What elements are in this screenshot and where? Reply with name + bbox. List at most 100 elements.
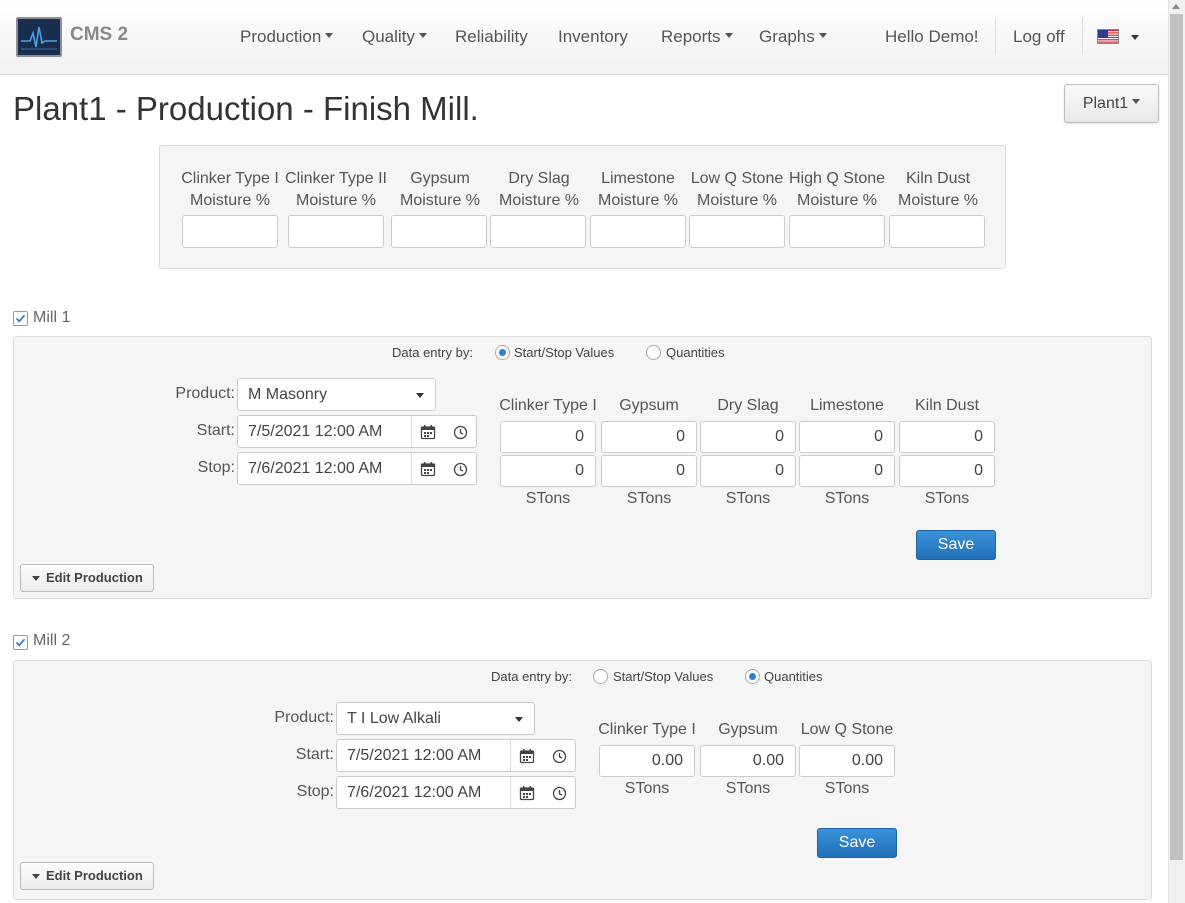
divider — [510, 740, 511, 771]
nav-reports[interactable]: Reports — [661, 26, 733, 48]
mill2-edit-production-button[interactable]: Edit Production — [20, 862, 154, 890]
cms-logo-icon — [16, 17, 62, 57]
mill1-radio-quantities-label[interactable]: Quantities — [666, 345, 725, 360]
moisture-input-gypsum[interactable] — [391, 215, 487, 248]
mill1-stop-kiln-dust[interactable]: 0 — [899, 455, 995, 487]
mill1-start-dry-slag[interactable]: 0 — [700, 421, 796, 453]
mill2-label[interactable]: Mill 2 — [33, 632, 71, 649]
chevron-down-icon — [515, 717, 523, 722]
moisture-input-dry-slag[interactable] — [490, 215, 586, 248]
moisture-input-high-q-stone[interactable] — [789, 215, 885, 248]
scrollbar-thumb[interactable] — [1170, 14, 1183, 860]
mill1-radio-startstop-label[interactable]: Start/Stop Values — [514, 345, 615, 360]
mill1-col-dry-slag: Dry Slag — [717, 397, 779, 414]
nav-divider — [995, 18, 996, 55]
language-caret-icon[interactable] — [1131, 35, 1139, 40]
chevron-down-icon — [416, 393, 424, 398]
us-flag-icon[interactable] — [1097, 29, 1119, 44]
mill2-qty-low-q-stone[interactable]: 0.00 — [799, 745, 895, 777]
divider — [411, 453, 412, 484]
triangle-down-icon — [32, 576, 40, 581]
mill1-stop-datetime[interactable]: 7/6/2021 12:00 AM — [237, 452, 477, 485]
calendar-icon[interactable] — [420, 424, 436, 440]
calendar-icon[interactable] — [420, 461, 436, 477]
mill1-col-gypsum: Gypsum — [619, 397, 679, 414]
moisture-panel: Clinker Type I Moisture % Clinker Type II… — [159, 145, 1006, 269]
mill1-label[interactable]: Mill 1 — [33, 309, 71, 326]
mill2-start-datetime[interactable]: 7/5/2021 12:00 AM — [336, 739, 576, 772]
logoff-link[interactable]: Log off — [1013, 27, 1065, 46]
mill2-product-select[interactable]: T I Low Alkali — [336, 702, 535, 735]
caret-down-icon — [325, 33, 334, 39]
nav-quality[interactable]: Quality — [362, 26, 427, 48]
mill1-unit: STons — [824, 490, 870, 507]
mill2-unit: STons — [824, 780, 870, 797]
mill2-unit: STons — [624, 780, 670, 797]
moisture-label-low-q-stone: Low Q Stone Moisture % — [690, 170, 784, 209]
mill1-stop-limestone[interactable]: 0 — [799, 455, 895, 487]
mill2-product-label: Product: — [274, 709, 334, 726]
clock-icon[interactable] — [453, 425, 468, 440]
mill1-panel: Data entry by: Start/Stop Values Quantit… — [13, 336, 1152, 599]
mill2-radio-startstop[interactable] — [593, 669, 608, 684]
mill1-start-datetime[interactable]: 7/5/2021 12:00 AM — [237, 415, 477, 448]
mill2-radio-startstop-label[interactable]: Start/Stop Values — [613, 669, 714, 684]
mill2-stop-label: Stop: — [296, 783, 334, 800]
app-name: CMS 2 — [70, 24, 129, 45]
calendar-icon[interactable] — [519, 748, 535, 764]
mill2-checkbox[interactable] — [13, 635, 28, 650]
user-greeting[interactable]: Hello Demo! — [885, 27, 979, 46]
mill2-qty-clinker-type-i[interactable]: 0.00 — [599, 745, 695, 777]
mill1-save-button[interactable]: Save — [916, 530, 996, 560]
clock-icon[interactable] — [552, 749, 567, 764]
mill2-stop-value[interactable]: 7/6/2021 12:00 AM — [347, 784, 482, 801]
moisture-input-kiln-dust[interactable] — [889, 215, 985, 248]
caret-down-icon — [724, 33, 733, 39]
plant-selector-button[interactable]: Plant1 — [1064, 84, 1159, 123]
divider — [411, 416, 412, 447]
mill2-stop-datetime[interactable]: 7/6/2021 12:00 AM — [336, 776, 576, 809]
moisture-input-low-q-stone[interactable] — [689, 215, 785, 248]
mill2-col-gypsum: Gypsum — [718, 721, 778, 738]
mill2-panel: Data entry by: Start/Stop Values Quantit… — [13, 660, 1152, 900]
mill1-stop-value[interactable]: 7/6/2021 12:00 AM — [248, 460, 383, 477]
mill1-start-gypsum[interactable]: 0 — [601, 421, 697, 453]
mill2-radio-quantities[interactable] — [745, 669, 760, 684]
mill2-start-value[interactable]: 7/5/2021 12:00 AM — [347, 747, 482, 764]
moisture-input-clinker-type-i[interactable] — [182, 215, 278, 248]
mill1-start-value[interactable]: 7/5/2021 12:00 AM — [248, 423, 383, 440]
mill1-product-select[interactable]: M Masonry — [237, 378, 436, 411]
mill1-unit: STons — [525, 490, 571, 507]
mill1-start-kiln-dust[interactable]: 0 — [899, 421, 995, 453]
moisture-input-clinker-type-ii[interactable] — [288, 215, 384, 248]
nav-graphs[interactable]: Graphs — [759, 26, 827, 48]
calendar-icon[interactable] — [519, 785, 535, 801]
clock-icon[interactable] — [552, 786, 567, 801]
brand[interactable]: CMS 2 — [16, 17, 128, 57]
mill1-stop-clinker-type-i[interactable]: 0 — [500, 455, 596, 487]
mill1-stop-gypsum[interactable]: 0 — [601, 455, 697, 487]
mill1-start-clinker-type-i[interactable]: 0 — [500, 421, 596, 453]
mill1-checkbox[interactable] — [13, 311, 28, 326]
mill1-start-label: Start: — [196, 422, 235, 439]
top-navbar: CMS 2 Production Quality Reliability Inv… — [0, 0, 1168, 75]
mill1-unit: STons — [725, 490, 771, 507]
nav-reliability[interactable]: Reliability — [455, 27, 528, 46]
mill1-unit: STons — [626, 490, 672, 507]
mill1-stop-dry-slag[interactable]: 0 — [700, 455, 796, 487]
mill1-start-limestone[interactable]: 0 — [799, 421, 895, 453]
nav-production[interactable]: Production — [240, 26, 334, 48]
mill1-stop-label: Stop: — [197, 459, 235, 476]
mill2-radio-quantities-label[interactable]: Quantities — [764, 669, 823, 684]
mill1-radio-startstop[interactable] — [495, 345, 510, 360]
caret-down-icon — [1132, 99, 1141, 105]
mill1-entry-by-label: Data entry by: — [392, 345, 473, 360]
mill2-save-button[interactable]: Save — [817, 828, 897, 858]
scroll-up-arrow-icon[interactable] — [1172, 4, 1180, 9]
mill1-edit-production-button[interactable]: Edit Production — [20, 564, 154, 592]
clock-icon[interactable] — [453, 462, 468, 477]
mill2-qty-gypsum[interactable]: 0.00 — [700, 745, 796, 777]
nav-inventory[interactable]: Inventory — [558, 27, 628, 46]
moisture-input-limestone[interactable] — [590, 215, 686, 248]
mill1-radio-quantities[interactable] — [646, 345, 661, 360]
